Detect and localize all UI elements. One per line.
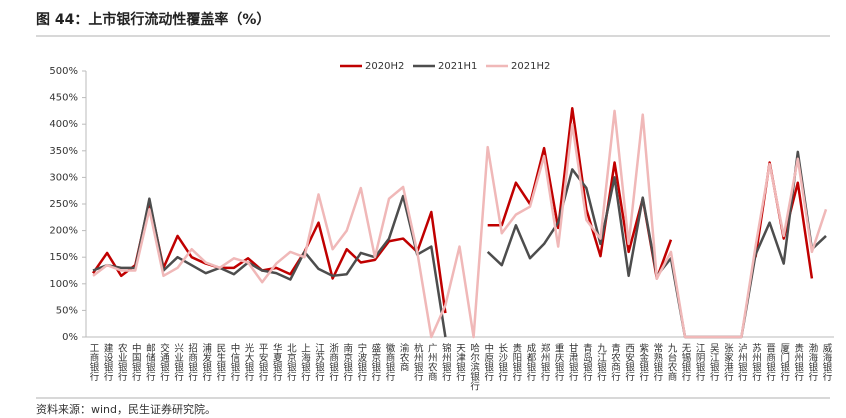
x-tick-label: 紫金银行 [637, 343, 649, 382]
source-note: 资料来源：wind，民生证券研究院。 [36, 402, 216, 416]
x-tick-label: 邮储银行 [144, 342, 156, 382]
x-tick-label: 宁波银行 [355, 342, 367, 382]
x-tick-label: 贵州银行 [792, 342, 804, 382]
x-tick-label: 青农商行 [609, 342, 621, 382]
legend-label: 2020H2 [365, 61, 404, 72]
x-tick-label: 常熟银行 [651, 342, 663, 382]
y-tick-label: 250% [49, 199, 78, 210]
x-tick-label: 吴江银行 [708, 343, 720, 382]
x-tick-label: 交通银行 [158, 342, 170, 382]
x-tick-label: 兴业银行 [172, 343, 184, 382]
x-tick-label: 九台农商 [665, 342, 677, 382]
x-tick-label: 江阴银行 [694, 343, 706, 382]
x-tick-label: 平安银行 [257, 343, 269, 382]
chart-title: 图 44：上市银行流动性覆盖率（%） [36, 11, 270, 28]
x-tick-label: 厦门银行 [778, 343, 790, 382]
legend-label: 2021H1 [438, 61, 477, 72]
x-tick-label: 张家港行 [722, 343, 734, 382]
x-tick-label: 泸州银行 [736, 343, 748, 382]
x-tick-label: 中原银行 [482, 342, 494, 382]
x-tick-label: 锦州银行 [440, 342, 452, 382]
y-tick-label: 350% [49, 146, 78, 157]
y-tick-label: 400% [49, 119, 78, 130]
y-tick-label: 300% [49, 172, 78, 183]
x-tick-label: 徽商银行 [384, 342, 396, 382]
series-line [92, 150, 827, 339]
x-tick-label: 浦发银行 [200, 342, 212, 382]
x-tick-label: 苏州银行 [750, 342, 762, 382]
x-tick-label: 招商银行 [186, 342, 198, 382]
x-tick-label: 渤海银行 [806, 342, 818, 382]
x-tick-label: 江苏银行 [313, 343, 325, 382]
x-tick-label: 重庆银行 [553, 342, 565, 382]
x-tick-label: 西安银行 [623, 343, 635, 382]
x-tick-label: 中信银行 [228, 342, 240, 382]
x-tick-label: 郑州银行 [539, 342, 551, 382]
x-tick-label: 晋商银行 [764, 343, 776, 382]
y-tick-label: 500% [49, 66, 78, 77]
series-line [91, 106, 814, 314]
x-tick-label: 无锡银行 [680, 343, 692, 382]
x-tick-label: 广州农商 [426, 342, 438, 382]
x-tick-label: 长沙银行 [496, 342, 508, 382]
x-tick-label: 建设银行 [102, 342, 114, 382]
y-tick-label: 200% [49, 226, 78, 237]
x-tick-label: 光大银行 [243, 342, 255, 382]
x-tick-label: 民生银行 [214, 343, 226, 382]
y-tick-label: 450% [49, 93, 78, 104]
x-tick-label: 工商银行 [88, 343, 100, 382]
x-tick-label: 南京银行 [341, 342, 353, 382]
x-tick-label: 浙商银行 [327, 342, 339, 382]
x-tick-label: 甘肃银行 [567, 342, 579, 382]
x-tick-label: 青岛银行 [581, 342, 593, 382]
x-tick-label: 哈尔滨银行 [468, 342, 480, 391]
y-tick-label: 0% [62, 332, 78, 343]
x-tick-label: 贵阳银行 [510, 342, 522, 382]
y-tick-label: 150% [49, 252, 78, 263]
series-line [92, 109, 828, 339]
x-tick-label: 杭州银行 [412, 342, 424, 382]
legend-label: 2021H2 [511, 61, 550, 72]
x-tick-label: 威海银行 [821, 342, 833, 382]
x-tick-label: 华夏银行 [271, 342, 283, 382]
x-tick-label: 北京银行 [285, 343, 297, 382]
x-tick-label: 渝农商 [398, 342, 410, 372]
y-tick-label: 100% [49, 279, 78, 290]
x-tick-label: 天津银行 [454, 343, 466, 382]
x-tick-label: 成都银行 [524, 342, 536, 382]
x-tick-label: 农业银行 [116, 342, 128, 382]
x-tick-label: 九江银行 [595, 342, 607, 382]
x-tick-label: 中国银行 [130, 342, 142, 382]
y-tick-label: 50% [56, 305, 78, 316]
x-tick-label: 盛京银行 [369, 342, 381, 382]
x-tick-label: 上海银行 [299, 343, 311, 382]
